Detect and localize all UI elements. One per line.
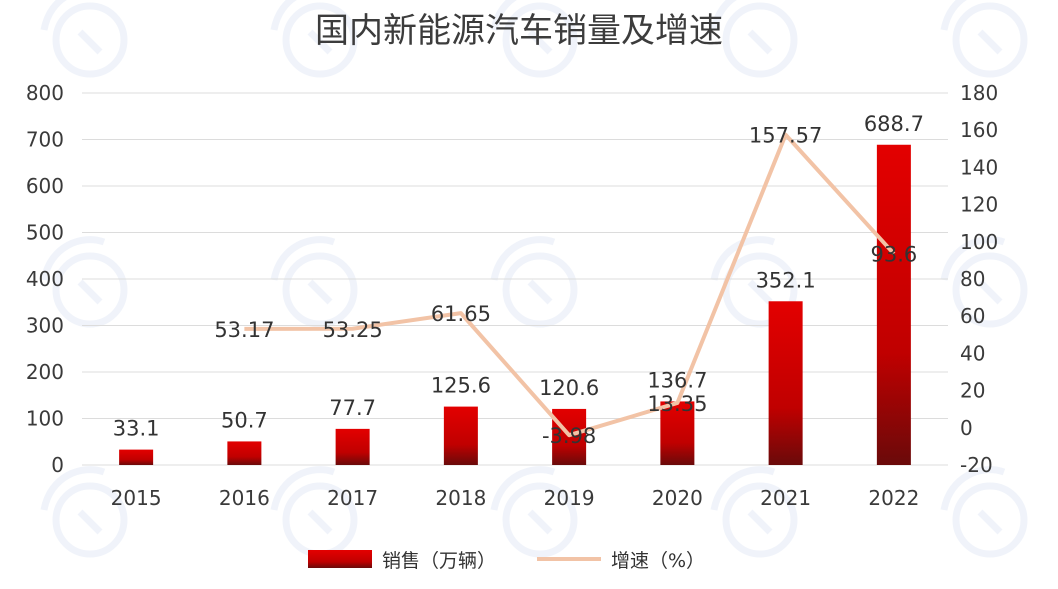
x-tick-label: 2021 [760,486,811,510]
bar-label-2021: 352.1 [756,268,816,292]
x-tick-label: 2017 [327,486,378,510]
x-tick-label: 2022 [868,486,919,510]
bar-label-2020: 136.7 [647,368,707,392]
right-tick-label: -20 [960,453,993,477]
bar-2016 [227,441,262,465]
watermark-mark-7 [494,240,574,324]
watermark-mark-6 [274,240,354,324]
right-tick-label: 40 [960,341,985,365]
left-tick-label: 400 [26,267,64,291]
bar-2021 [768,301,803,465]
bar-label-2015: 33.1 [113,417,160,441]
bar-2015 [119,449,154,465]
left-tick-label: 500 [26,221,64,245]
line-label-2021: 157.57 [749,124,822,148]
watermark-mark-14 [944,470,1024,554]
watermark-mark-4 [944,0,1024,74]
gridlines [82,92,948,466]
right-tick-label: 140 [960,155,998,179]
bar-data-labels: 33.1 50.7 77.7 125.6 120.6 136.7 352.1 688.7 [113,112,924,441]
right-tick-label: 120 [960,193,998,217]
legend: 销售（万辆） 增速（%） [308,550,705,572]
left-tick-label: 0 [51,453,64,477]
x-tick-label: 2019 [544,486,595,510]
watermark-mark-11 [274,470,354,554]
watermark-mark-10 [44,470,124,554]
right-tick-label: 80 [960,267,985,291]
bar-2017 [335,428,370,465]
line-label-2022: 93.6 [870,243,917,267]
left-tick-label: 300 [26,314,64,338]
watermark-mark-12 [494,470,574,554]
x-tick-label: 2016 [219,486,270,510]
watermark-mark-0 [44,0,124,74]
right-y-axis: -20 0 20 40 60 80 100 120 140 160 180 [960,81,998,477]
right-tick-label: 60 [960,304,985,328]
x-tick-label: 2018 [435,486,486,510]
left-tick-label: 800 [26,81,64,105]
chart-title: 国内新能源汽车销量及增速 [315,11,723,51]
right-tick-label: 20 [960,379,985,403]
bar-2018 [443,406,478,465]
x-tick-label: 2015 [111,486,162,510]
bar-2022 [876,144,911,465]
line-data-labels: 53.17 53.25 61.65 -3.98 13.35 157.57 93.6 [214,124,917,448]
line-label-2019: -3.98 [542,424,596,448]
bar-label-2022: 688.7 [864,112,924,136]
left-tick-label: 600 [26,174,64,198]
legend-bar-swatch [308,550,372,568]
watermark-mark-13 [714,470,794,554]
watermark-mark-3 [714,0,794,74]
x-tick-label: 2020 [652,486,703,510]
right-tick-label: 0 [960,416,973,440]
right-tick-label: 160 [960,118,998,142]
line-label-2018: 61.65 [431,302,491,326]
growth-line [244,132,896,438]
right-tick-label: 100 [960,230,998,254]
line-label-2016: 53.17 [214,318,274,342]
bar-2020 [660,401,695,465]
right-tick-label: 180 [960,81,998,105]
legend-bar-label: 销售（万辆） [382,550,496,572]
left-tick-label: 700 [26,128,64,152]
x-axis: 2015 2016 2017 2018 2019 2020 2021 2022 [111,486,920,510]
line-label-2017: 53.25 [323,318,383,342]
legend-line-label: 增速（%） [611,550,705,572]
bar-label-2019: 120.6 [539,376,599,400]
sales-bars [119,144,911,465]
growth-line-path [244,132,896,438]
bar-label-2018: 125.6 [431,374,491,398]
bar-label-2016: 50.7 [221,408,268,432]
bar-label-2017: 77.7 [329,396,376,420]
left-tick-label: 100 [26,407,64,431]
left-tick-label: 200 [26,360,64,384]
line-label-2020: 13.35 [647,392,707,416]
left-y-axis: 0 100 200 300 400 500 600 700 800 [26,81,64,477]
